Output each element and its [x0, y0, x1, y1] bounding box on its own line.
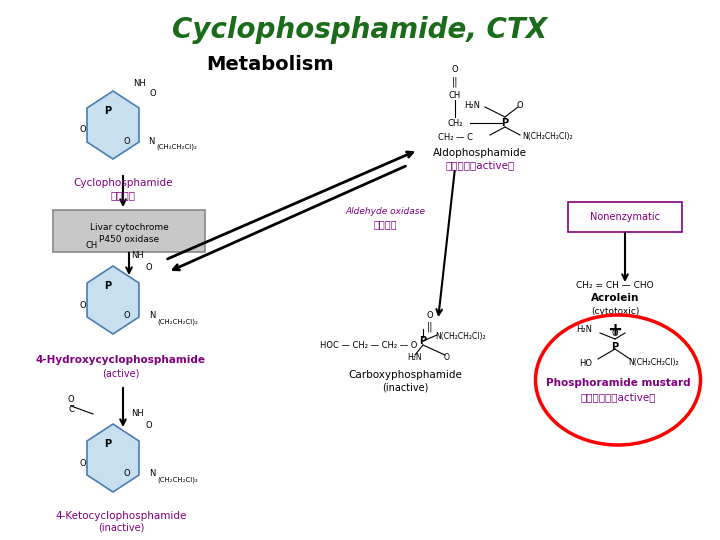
Text: HOC — CH₂ — CH₂ — O: HOC — CH₂ — CH₂ — O [320, 341, 418, 349]
Text: CH₂: CH₂ [447, 118, 463, 127]
Text: N(CH₂CH₂Cl)₂: N(CH₂CH₂Cl)₂ [628, 359, 679, 368]
FancyBboxPatch shape [53, 210, 205, 252]
Text: Carboxyphosphamide: Carboxyphosphamide [348, 370, 462, 380]
Text: P: P [501, 118, 508, 128]
Text: 4-Ketocyclophosphamide: 4-Ketocyclophosphamide [55, 511, 186, 521]
Text: O: O [612, 328, 618, 338]
Text: O: O [80, 125, 86, 134]
Text: 磷酰胺氮芥（active）: 磷酰胺氮芥（active） [580, 392, 656, 402]
Text: H₂N: H₂N [464, 100, 480, 110]
Text: (inactive): (inactive) [382, 382, 428, 392]
Text: O: O [451, 65, 459, 75]
Text: +: + [608, 321, 623, 339]
Text: HO: HO [579, 359, 592, 368]
Text: N(CH₂CH₂Cl)₂: N(CH₂CH₂Cl)₂ [435, 333, 485, 341]
Text: P: P [611, 342, 618, 352]
Text: O: O [124, 312, 130, 321]
Text: N: N [148, 137, 154, 145]
Text: N: N [149, 312, 156, 321]
Text: NH: NH [131, 409, 144, 418]
Text: N(CH₂CH₂Cl)₂: N(CH₂CH₂Cl)₂ [522, 132, 572, 141]
Text: Metabolism: Metabolism [206, 55, 334, 73]
Text: C: C [68, 406, 74, 415]
Text: Nonenzymatic: Nonenzymatic [590, 212, 660, 222]
Text: (CH₂CH₂Cl)₂: (CH₂CH₂Cl)₂ [157, 319, 198, 325]
Text: NH: NH [133, 78, 145, 87]
Text: 外磷酰胺: 外磷酰胺 [110, 190, 135, 200]
Text: (CH₂CH₂Cl)₂: (CH₂CH₂Cl)₂ [157, 477, 198, 483]
Text: O: O [68, 395, 74, 404]
Polygon shape [87, 91, 139, 159]
Text: P: P [104, 281, 112, 291]
Text: H₂N: H₂N [576, 326, 592, 334]
Text: Aldophosphamide: Aldophosphamide [433, 148, 527, 158]
Text: O: O [80, 301, 86, 310]
Text: |: | [454, 105, 456, 113]
Text: (cytotoxic): (cytotoxic) [591, 307, 639, 315]
Polygon shape [87, 266, 139, 334]
FancyBboxPatch shape [568, 202, 682, 232]
Text: P: P [104, 439, 112, 449]
Text: N: N [149, 469, 156, 478]
Text: O: O [80, 460, 86, 469]
Text: CH₂ = CH — CHO: CH₂ = CH — CHO [576, 280, 654, 289]
Text: O: O [145, 264, 153, 273]
Text: Cyclophosphamide, CTX: Cyclophosphamide, CTX [172, 16, 548, 44]
Text: ||: || [451, 77, 458, 87]
Text: O: O [124, 137, 130, 145]
Text: CH₂ — C: CH₂ — C [438, 132, 472, 141]
Text: O: O [444, 353, 450, 361]
Text: 醛氧化酶: 醛氧化酶 [373, 219, 397, 229]
Text: 4-Hydroxycyclophosphamide: 4-Hydroxycyclophosphamide [36, 355, 206, 365]
Text: (inactive): (inactive) [98, 523, 144, 533]
Text: 醛磷酰胺（active）: 醛磷酰胺（active） [446, 160, 515, 170]
Text: Cyclophosphamide: Cyclophosphamide [73, 178, 173, 188]
Text: Phosphoramide mustard: Phosphoramide mustard [546, 378, 690, 388]
Text: ||: || [427, 322, 433, 332]
Text: O: O [427, 310, 433, 320]
Text: Acrolein: Acrolein [591, 293, 639, 303]
Text: Aldehyde oxidase: Aldehyde oxidase [345, 207, 425, 217]
Text: Livar cytochrome: Livar cytochrome [89, 222, 168, 232]
Text: O: O [145, 422, 153, 430]
Text: CH: CH [85, 240, 97, 249]
Text: H₂N: H₂N [408, 353, 423, 361]
Polygon shape [87, 424, 139, 492]
Text: NH: NH [131, 252, 144, 260]
Text: P: P [104, 106, 112, 116]
Text: P450 oxidase: P450 oxidase [99, 234, 159, 244]
Text: P: P [420, 336, 426, 346]
Text: O: O [124, 469, 130, 478]
Text: CH: CH [449, 91, 461, 99]
Text: O: O [149, 89, 156, 98]
Text: O: O [517, 100, 523, 110]
Text: (CH₂CH₂Cl)₂: (CH₂CH₂Cl)₂ [156, 144, 197, 150]
Text: (active): (active) [102, 368, 140, 378]
